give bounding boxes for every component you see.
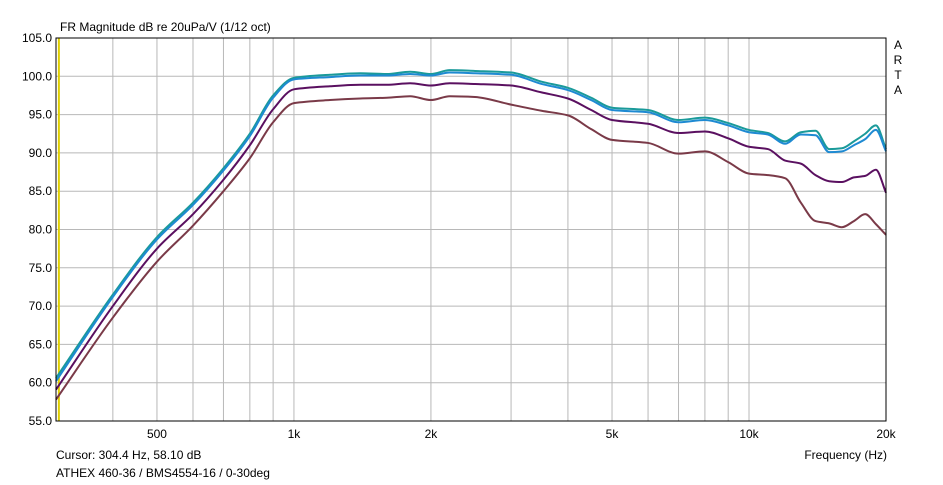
series-line — [55, 82, 887, 391]
watermark-letter: A — [893, 38, 902, 52]
y-tick-label: 70.0 — [29, 299, 53, 313]
y-tick-labels: 55.0 60.0 65.0 70.0 75.0 80.0 85.0 90.0 95.0 100.… — [22, 31, 52, 428]
watermark-letter: A — [893, 83, 902, 97]
series-line — [55, 69, 887, 379]
x-tick-label: 10k — [739, 427, 759, 441]
x-tick-label: 500 — [147, 427, 167, 441]
cursor-readout: Cursor: 304.4 Hz, 58.10 dB — [56, 448, 202, 462]
y-tick-label: 100.0 — [22, 69, 52, 83]
x-tick-label: 5k — [606, 427, 620, 441]
watermark-letter: T — [894, 68, 902, 82]
watermark-letter: R — [893, 53, 903, 67]
x-axis-label: Frequency (Hz) — [804, 448, 887, 462]
grid-lines — [56, 38, 886, 421]
y-tick-label: 65.0 — [29, 337, 53, 351]
arta-watermark: A R T A — [892, 38, 904, 98]
plot-frame — [55, 37, 887, 422]
y-tick-label: 80.0 — [29, 223, 53, 237]
footer-caption: ATHEX 460-36 / BMS4554-16 / 0-30deg — [56, 466, 270, 480]
y-tick-label: 75.0 — [29, 261, 53, 275]
y-tick-label: 95.0 — [29, 108, 53, 122]
y-tick-label: 60.0 — [29, 376, 53, 390]
y-tick-label: 85.0 — [29, 184, 53, 198]
chart-title: FR Magnitude dB re 20uPa/V (1/12 oct) — [60, 20, 271, 34]
y-tick-label: 105.0 — [22, 31, 52, 45]
y-tick-label: 55.0 — [29, 414, 53, 428]
y-tick-label: 90.0 — [29, 146, 53, 160]
series-line — [55, 95, 887, 401]
series-line — [55, 71, 887, 382]
x-tick-label: 1k — [288, 427, 302, 441]
x-tick-label: 20k — [876, 427, 896, 441]
series-group — [55, 69, 887, 401]
x-tick-label: 2k — [425, 427, 439, 441]
x-tick-labels: 500 1k 2k 5k 10k 20k — [147, 427, 897, 441]
